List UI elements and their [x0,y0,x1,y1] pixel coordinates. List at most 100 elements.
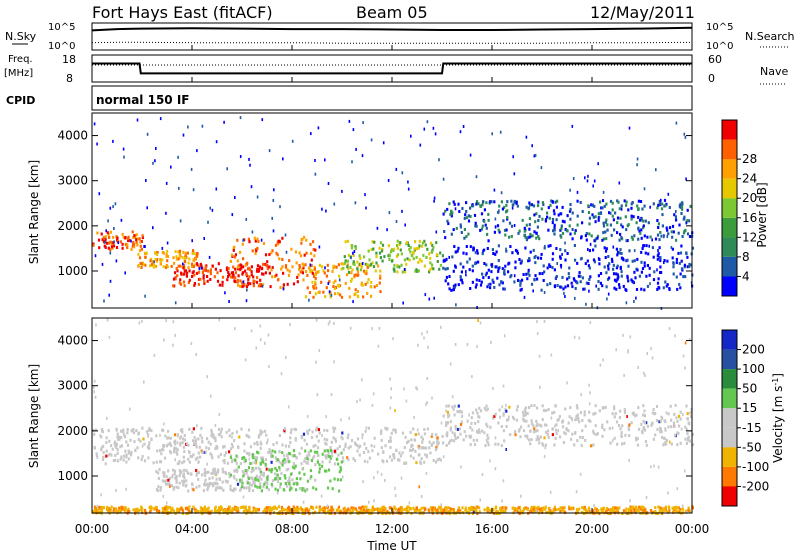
scatter-cell [168,477,171,480]
scatter-cell [184,484,187,488]
scatter-cell [173,271,177,275]
scatter-cell [301,487,304,490]
ytick-label: 4000 [57,334,88,348]
scatter-cell [371,449,374,453]
scatter-cell [482,249,484,253]
scatter-cell [425,453,428,457]
scatter-cell [623,411,627,415]
scatter-cell [178,474,181,478]
scatter-cell [475,510,478,514]
scatter-cell [643,204,646,208]
scatter-cell [122,428,125,432]
scatter-cell [445,404,448,408]
scatter-cell [129,438,132,442]
scatter-cell [667,491,669,495]
scatter-cell [648,244,650,248]
scatter-cell [473,510,475,514]
scatter-cell [365,447,368,450]
scatter-cell [548,216,551,220]
scatter-cell [618,238,621,242]
freq-series [92,62,692,75]
scatter-cell [441,434,444,438]
scatter-cell [498,415,502,419]
scatter-cell [178,186,180,190]
scatter-cell [428,297,431,301]
scatter-cell [261,458,264,462]
scatter-cell [332,426,335,430]
scatter-cell [576,510,579,514]
scatter-cell [448,255,450,259]
scatter-cell [458,210,461,213]
scatter-cell [140,505,143,509]
scatter-cell [454,343,457,346]
scatter-cell [532,248,535,252]
scatter-cell [254,466,258,470]
scatter-cell [614,211,617,215]
scatter-cell [182,445,185,449]
scatter-cell [165,211,167,215]
scatter-cell [540,207,543,211]
scatter-cell [442,414,445,418]
scatter-cell [252,468,255,472]
scatter-cell [214,424,217,427]
scatter-cell [665,438,668,442]
scatter-cell [670,442,673,446]
scatter-cell [242,509,245,513]
scatter-cell [173,469,177,473]
scatter-cell [306,479,309,483]
scatter-cell [500,425,503,428]
scatter-cell [274,487,277,491]
scatter-cell [219,452,222,456]
scatter-cell [166,482,169,486]
scatter-cell [136,118,139,122]
scatter-cell [126,246,129,250]
scatter-cell [670,246,673,249]
scatter-cell [641,267,645,270]
scatter-cell [362,451,366,454]
scatter-cell [643,371,645,375]
scatter-cell [359,444,362,448]
scatter-cell [105,436,108,440]
scatter-cell [574,258,577,262]
scatter-cell [138,237,141,241]
scatter-cell [102,444,105,448]
scatter-cell [352,260,355,264]
scatter-cell [536,320,538,324]
scatter-cell [178,460,181,463]
scatter-cell [432,245,435,249]
scatter-cell [232,274,235,278]
scatter-cell [553,410,556,414]
scatter-cell [269,285,272,289]
scatter-cell [235,470,238,474]
scatter-cell [197,277,201,281]
scatter-cell [616,442,619,446]
scatter-cell [261,118,264,122]
scatter-cell [202,507,205,511]
scatter-cell [441,254,444,258]
scatter-cell [535,506,538,510]
scatter-cell [680,427,683,431]
scatter-cell [95,454,98,458]
scatter-cell [274,472,277,476]
scatter-cell [598,512,601,516]
scatter-cell [309,270,312,274]
scatter-cell [446,207,449,211]
scatter-cell [627,507,630,511]
scatter-cell [239,478,242,482]
scatter-cell [483,219,486,223]
scatter-cell [436,510,439,514]
scatter-cell [401,431,405,435]
scatter-cell [579,201,582,204]
scatter-cell [316,393,319,397]
scatter-cell [191,275,194,278]
scatter-cell [317,291,320,294]
scatter-cell [381,247,384,251]
scatter-cell [247,428,251,432]
scatter-cell [486,506,489,510]
scatter-cell [271,484,274,488]
scatter-cell [214,447,217,451]
scatter-cell [465,510,468,514]
scatter-cell [419,510,422,514]
nsearch-label: N.Search [745,30,795,43]
scatter-cell [161,258,164,262]
